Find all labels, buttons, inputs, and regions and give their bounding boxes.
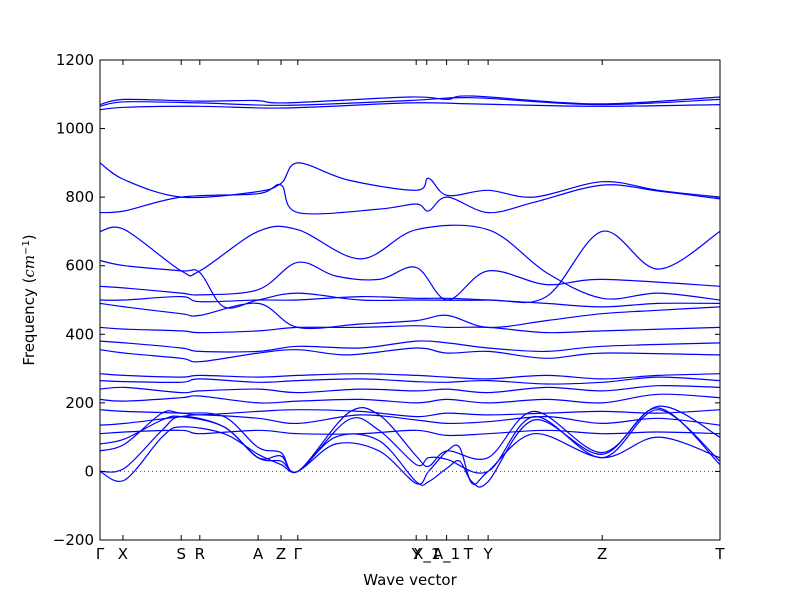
y-tick-label: −200 <box>53 531 94 549</box>
y-axis-label: Frequency (cm−1) <box>20 234 38 365</box>
band-line-6 <box>99 224 721 301</box>
y-tick-label: 0 <box>84 462 94 480</box>
x-tick-label: Z <box>276 545 286 563</box>
x-tick-label: Y <box>483 545 494 563</box>
y-tick-label: 1200 <box>56 51 94 69</box>
x-tick-label: R <box>195 545 205 563</box>
x-tick-label: T <box>463 545 474 563</box>
x-tick-label: T <box>714 545 725 563</box>
y-tick-label: 400 <box>65 325 94 343</box>
band-line-8 <box>99 261 721 301</box>
band-line-11 <box>99 325 721 334</box>
axis-ticks <box>99 59 721 541</box>
x-tick-label: X_1 <box>413 545 440 564</box>
x-tick-label: X <box>118 545 128 563</box>
band-line-20 <box>99 429 721 437</box>
band-line-12 <box>99 340 721 353</box>
x-tick-label: A <box>253 545 264 563</box>
x-tick-label: Γ <box>96 545 105 563</box>
x-tick-label: A_1 <box>433 545 460 564</box>
band-line-15 <box>99 376 721 385</box>
band-line-7 <box>99 230 721 309</box>
plot-frame <box>99 59 721 541</box>
x-tick-label: Γ <box>294 545 303 563</box>
x-tick-label: Z <box>597 545 607 563</box>
band-line-1 <box>99 102 721 111</box>
x-tick-label: S <box>176 545 186 563</box>
y-tick-label: 800 <box>65 188 94 206</box>
band-line-4 <box>99 162 721 199</box>
y-tick-label: 200 <box>65 394 94 412</box>
y-tick-label: 1000 <box>56 120 94 138</box>
x-axis-label: Wave vector <box>363 571 457 589</box>
band-line-10 <box>99 302 721 330</box>
band-line-9 <box>99 295 721 308</box>
band-lines <box>99 95 721 488</box>
x-tick-labels: Γ X S R A Z Γ YX_1A_1 T Y Z T <box>96 545 726 564</box>
band-line-23 <box>99 407 721 488</box>
band-line-17 <box>99 393 721 404</box>
band-line-22 <box>99 405 721 474</box>
band-line-24 <box>99 426 721 485</box>
band-line-5 <box>99 183 721 215</box>
band-line-2 <box>99 96 721 107</box>
band-line-14 <box>99 373 721 380</box>
y-tick-labels: −200 0 200 400 600 800 1000 1200 <box>53 51 94 549</box>
band-line-13 <box>99 347 721 363</box>
y-tick-label: 600 <box>65 257 94 275</box>
band-line-3 <box>99 95 721 106</box>
x-tick-label: Y <box>411 545 422 563</box>
band-line-16 <box>99 384 721 394</box>
